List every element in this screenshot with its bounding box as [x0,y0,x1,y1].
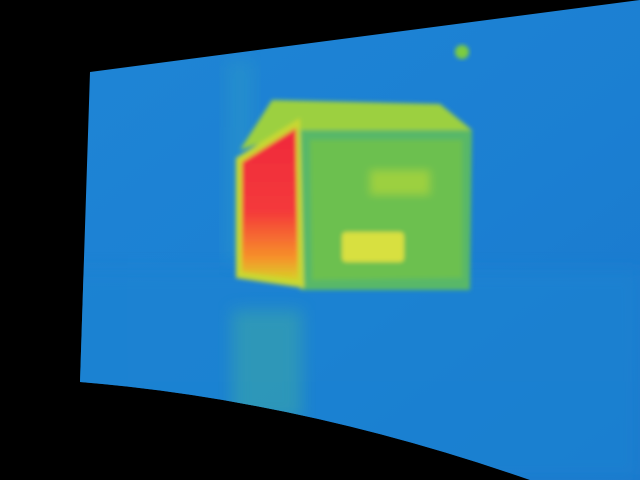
microwave [236,100,472,290]
microwave-top [240,100,472,150]
control-panel [342,232,404,262]
reflection [232,310,302,420]
microwave-glow [370,170,430,195]
door [242,128,298,280]
hot-spot [455,45,469,59]
